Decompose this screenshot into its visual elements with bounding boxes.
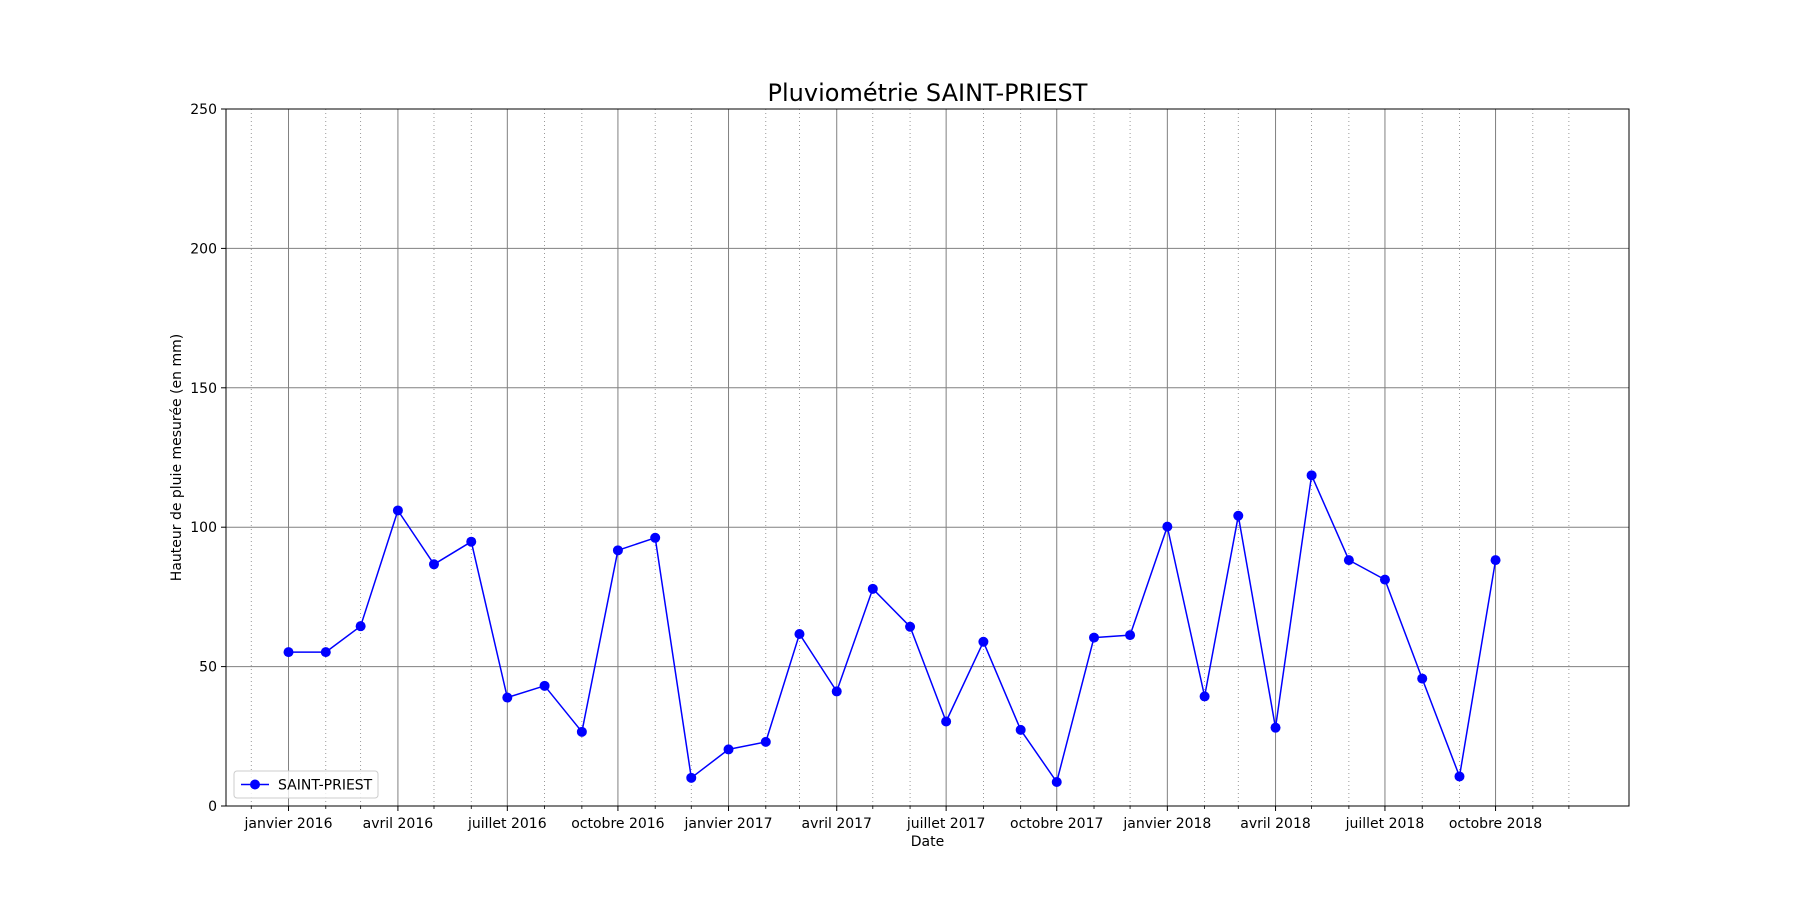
y-tick-label: 100: [190, 520, 217, 536]
data-point: [941, 716, 952, 727]
x-tick-label: juillet 2017: [906, 816, 986, 832]
x-tick-label: janvier 2017: [684, 816, 773, 832]
data-point: [392, 505, 403, 516]
data-point: [502, 692, 513, 703]
data-point: [1454, 771, 1465, 782]
x-tick-label: octobre 2018: [1449, 816, 1542, 832]
x-tick-label: octobre 2016: [571, 816, 664, 832]
y-axis-ticks: 0 50 100 150 200 250: [190, 102, 226, 815]
legend-box: [233, 770, 379, 799]
y-tick-label: 250: [190, 102, 217, 118]
data-point: [831, 686, 842, 697]
x-tick-label: janvier 2018: [1122, 816, 1211, 832]
data-point: [466, 536, 477, 547]
x-axis-label: Date: [911, 834, 944, 850]
data-point: [650, 532, 661, 543]
data-point: [1051, 777, 1062, 788]
data-point: [1306, 470, 1317, 481]
data-point: [428, 559, 439, 570]
data-point: [355, 621, 366, 632]
data-point: [1199, 691, 1210, 702]
chart-title: Pluviométrie SAINT-PRIEST: [768, 79, 1088, 107]
x-tick-label: avril 2018: [1240, 816, 1310, 832]
data-point: [723, 744, 734, 755]
legend: SAINT-PRIEST: [233, 770, 379, 799]
data-point: [1270, 722, 1281, 733]
minor-gridlines: [250, 109, 1570, 806]
plot-frame: [225, 108, 1630, 807]
x-tick-label: janvier 2016: [244, 816, 333, 832]
series-line: [288, 474, 1497, 783]
data-point: [978, 636, 989, 647]
data-point: [1089, 632, 1100, 643]
data-point: [760, 736, 771, 747]
data-point: [867, 583, 878, 594]
data-point: [1417, 673, 1428, 684]
legend-label: SAINT-PRIEST: [278, 778, 373, 794]
data-point: [1233, 510, 1244, 521]
data-point: [1379, 574, 1390, 585]
data-point: [283, 647, 294, 658]
data-point: [794, 628, 805, 639]
y-tick-label: 0: [208, 799, 217, 815]
x-tick-label: avril 2016: [363, 816, 434, 832]
data-point: [1343, 555, 1354, 566]
legend-marker: [250, 779, 260, 790]
data-point: [686, 772, 697, 783]
y-tick-label: 150: [190, 381, 217, 397]
x-tick-label: octobre 2017: [1010, 816, 1103, 832]
data-point: [576, 726, 587, 737]
x-tick-label: juillet 2016: [467, 816, 547, 832]
x-axis-ticks: janvier 2016 avril 2016 juillet 2016 octobr…: [244, 806, 1570, 832]
y-tick-label: 50: [199, 660, 217, 676]
data-point: [320, 647, 331, 658]
data-point: [1125, 630, 1136, 641]
series-layer: [283, 470, 1501, 788]
data-point: [1490, 555, 1501, 566]
data-point: [1162, 521, 1173, 532]
x-tick-label: juillet 2018: [1345, 816, 1425, 832]
data-point: [905, 621, 916, 632]
x-tick-label: avril 2017: [801, 816, 871, 832]
data-point: [1015, 724, 1026, 735]
y-axis-label: Hauteur de pluie mesurée (en mm): [169, 334, 185, 581]
major-gridlines: [226, 109, 1629, 806]
data-point: [539, 680, 550, 691]
y-tick-label: 200: [190, 241, 217, 257]
data-point: [612, 545, 623, 556]
